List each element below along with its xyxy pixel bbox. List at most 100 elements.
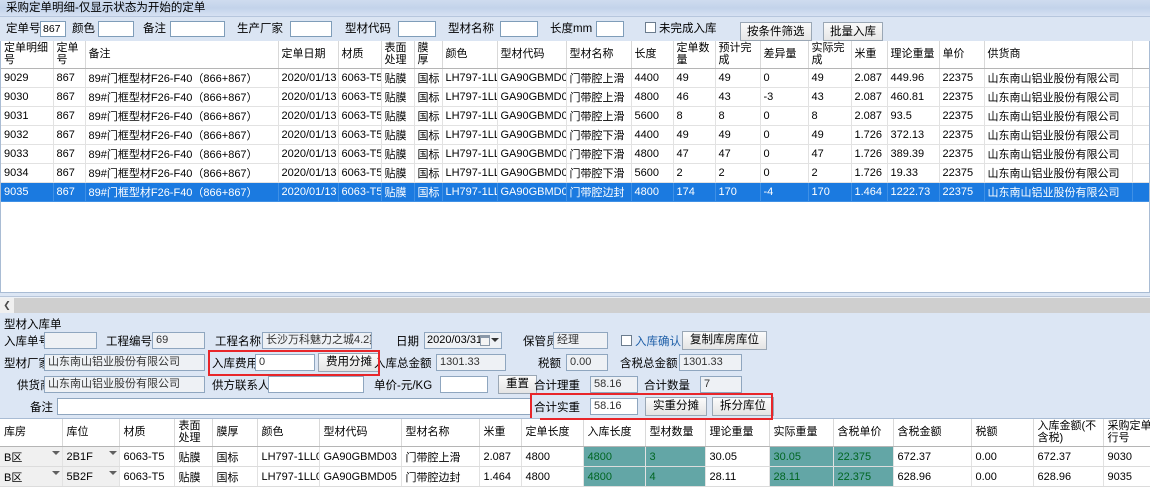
- table-cell[interactable]: 2: [808, 163, 852, 184]
- top-grid-header-cell[interactable]: 定单号: [53, 41, 86, 70]
- table-cell[interactable]: 89#门框型材F26-F40（866+867）: [85, 106, 279, 127]
- table-cell[interactable]: [1132, 182, 1149, 203]
- profile-name-input[interactable]: [500, 21, 538, 38]
- table-cell[interactable]: 0: [760, 125, 809, 146]
- table-cell[interactable]: 山东南山铝业股份有限公司: [984, 163, 1133, 184]
- table-cell[interactable]: 门带腔下滑: [566, 144, 632, 165]
- table-cell[interactable]: 4800: [521, 466, 584, 488]
- table-cell[interactable]: 9031: [1, 106, 54, 127]
- table-cell[interactable]: 门带腔下滑: [566, 163, 632, 184]
- table-cell[interactable]: 0: [760, 144, 809, 165]
- table-cell[interactable]: 1.726: [851, 144, 888, 165]
- table-cell[interactable]: 49: [808, 125, 852, 146]
- table-cell[interactable]: 2.087: [851, 106, 888, 127]
- table-cell[interactable]: 5600: [631, 106, 674, 127]
- table-cell[interactable]: GA90GBMD03: [497, 87, 567, 108]
- table-cell[interactable]: 国标: [414, 163, 443, 184]
- factory-input[interactable]: [290, 21, 332, 38]
- table-cell[interactable]: 6063-T5: [338, 106, 382, 127]
- top-grid-header-cell[interactable]: 实际完成: [808, 41, 852, 70]
- table-cell[interactable]: 4800: [583, 466, 646, 488]
- table-cell[interactable]: 867: [53, 144, 86, 165]
- keeper-input[interactable]: 经理: [553, 332, 608, 349]
- table-cell[interactable]: 867: [53, 182, 86, 203]
- table-cell[interactable]: 门带腔上滑: [566, 68, 632, 89]
- table-cell[interactable]: 贴膜: [381, 68, 415, 89]
- table-cell[interactable]: 2020/01/13: [278, 87, 339, 108]
- chevron-down-icon[interactable]: [51, 471, 60, 476]
- table-cell[interactable]: 9035: [1103, 466, 1150, 488]
- supplier-input[interactable]: 山东南山铝业股份有限公司: [44, 376, 205, 393]
- table-row[interactable]: B区 2B1F 6063-T5 贴膜 国标 LH797-1LL0 GA90GBMD03 门带腔…: [0, 446, 1150, 468]
- table-cell[interactable]: 0: [760, 68, 809, 89]
- table-cell[interactable]: LH797-1LL0: [442, 106, 498, 127]
- table-cell[interactable]: 89#门框型材F26-F40（866+867）: [85, 87, 279, 108]
- top-grid-header-cell[interactable]: 预计完成: [715, 41, 761, 70]
- table-cell[interactable]: 2020/01/13: [278, 68, 339, 89]
- table-cell[interactable]: 28.11: [705, 466, 770, 488]
- table-cell[interactable]: GA90GBMD03: [497, 106, 567, 127]
- table-row[interactable]: 9033 867 89#门框型材F26-F40（866+867） 2020/01/13…: [1, 144, 1149, 165]
- table-cell[interactable]: LH797-1LL0: [257, 466, 320, 488]
- table-row[interactable]: 9031 867 89#门框型材F26-F40（866+867） 2020/01/13…: [1, 106, 1149, 127]
- table-cell[interactable]: 49: [715, 125, 761, 146]
- table-cell[interactable]: 6063-T5: [338, 182, 382, 203]
- table-cell[interactable]: 6063-T5: [119, 446, 175, 468]
- fee-share-button[interactable]: 费用分摊: [318, 353, 380, 372]
- table-cell[interactable]: 山东南山铝业股份有限公司: [984, 106, 1133, 127]
- table-cell[interactable]: LH797-1LL0: [442, 163, 498, 184]
- table-cell[interactable]: 门带腔边封: [566, 182, 632, 203]
- table-cell[interactable]: 贴膜: [381, 106, 415, 127]
- table-cell[interactable]: GA90GBMD03: [497, 68, 567, 89]
- table-cell[interactable]: 4: [645, 466, 706, 488]
- table-cell[interactable]: 49: [673, 125, 716, 146]
- stock-in-confirm-checkbox[interactable]: 入库确认: [621, 333, 681, 349]
- table-cell[interactable]: GA90GBMD05: [319, 466, 402, 488]
- top-grid-header-cell[interactable]: 长度: [631, 41, 674, 70]
- total-qty-input[interactable]: 7: [700, 376, 742, 393]
- unfinished-checkbox[interactable]: 未完成入库: [645, 17, 717, 41]
- table-cell[interactable]: 170: [808, 182, 852, 203]
- top-grid-header-cell[interactable]: 米重: [851, 41, 888, 70]
- table-cell[interactable]: [1132, 68, 1149, 89]
- warehouse-select[interactable]: B区: [0, 446, 63, 468]
- maker-input[interactable]: 山东南山铝业股份有限公司: [44, 354, 205, 371]
- table-cell[interactable]: 2020/01/13: [278, 182, 339, 203]
- table-cell[interactable]: 372.13: [887, 125, 940, 146]
- table-cell[interactable]: 22.375: [833, 446, 894, 468]
- table-cell[interactable]: GA90GBMD04: [497, 163, 567, 184]
- table-cell[interactable]: 22.375: [833, 466, 894, 488]
- table-cell[interactable]: 174: [673, 182, 716, 203]
- table-cell[interactable]: 47: [715, 144, 761, 165]
- bottom-grid-header-cell[interactable]: 库房: [0, 419, 63, 448]
- batch-stock-in-button[interactable]: 批量入库: [823, 21, 883, 41]
- table-cell[interactable]: LH797-1LL0: [257, 446, 320, 468]
- table-cell[interactable]: 1.464: [479, 466, 522, 488]
- unit-price-input[interactable]: [440, 376, 488, 393]
- date-picker[interactable]: 2020/03/31: [424, 332, 502, 349]
- profile-code-input[interactable]: [398, 21, 436, 38]
- table-cell[interactable]: 山东南山铝业股份有限公司: [984, 182, 1133, 203]
- top-grid-header-cell[interactable]: 膜厚: [414, 41, 443, 70]
- split-location-button[interactable]: 拆分库位: [712, 397, 774, 416]
- chevron-down-icon[interactable]: [108, 451, 117, 456]
- table-cell[interactable]: 867: [53, 125, 86, 146]
- table-cell[interactable]: 贴膜: [174, 466, 213, 488]
- table-cell[interactable]: 贴膜: [381, 182, 415, 203]
- filter-button[interactable]: 按条件筛选: [740, 21, 812, 41]
- fee-input[interactable]: 0: [255, 354, 315, 371]
- table-cell[interactable]: 6063-T5: [119, 466, 175, 488]
- bottom-grid-header-cell[interactable]: 型材代码: [319, 419, 402, 448]
- table-cell[interactable]: 0.00: [971, 466, 1034, 488]
- table-cell[interactable]: 22375: [939, 144, 985, 165]
- table-cell[interactable]: 5600: [631, 163, 674, 184]
- table-cell[interactable]: 28.11: [769, 466, 834, 488]
- table-cell[interactable]: 46: [673, 87, 716, 108]
- table-cell[interactable]: GA90GBMD03: [319, 446, 402, 468]
- table-cell[interactable]: 2.087: [851, 87, 888, 108]
- contact-input[interactable]: [268, 376, 364, 393]
- location-select[interactable]: 2B1F: [62, 446, 120, 468]
- table-cell[interactable]: 国标: [414, 144, 443, 165]
- table-row[interactable]: 9032 867 89#门框型材F26-F40（866+867） 2020/01/13…: [1, 125, 1149, 146]
- table-cell[interactable]: 6063-T5: [338, 87, 382, 108]
